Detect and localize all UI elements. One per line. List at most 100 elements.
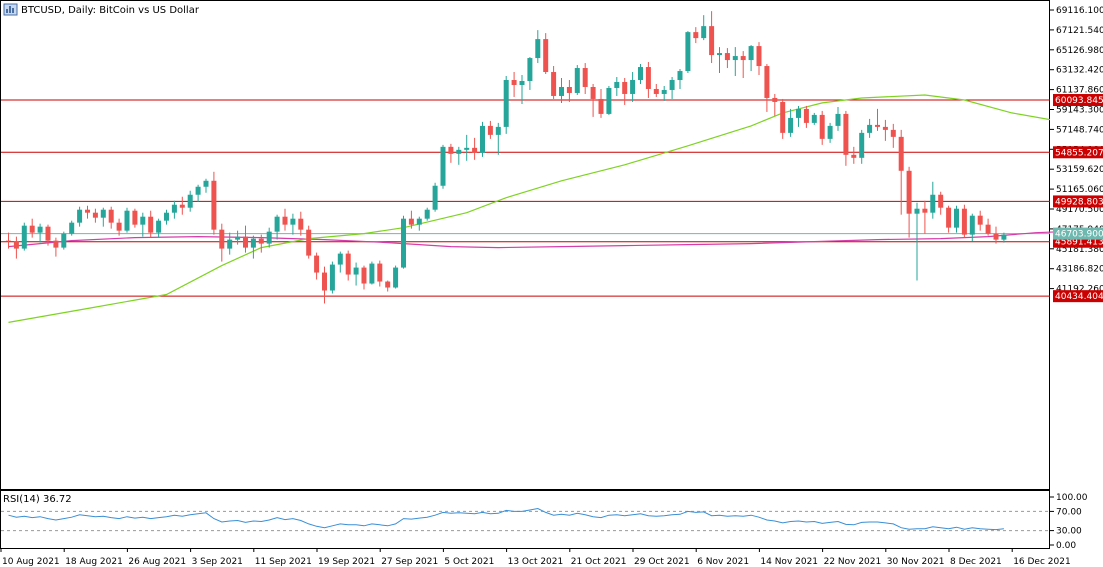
candle-bearish bbox=[590, 83, 596, 117]
candle-bullish bbox=[867, 118, 873, 138]
rsi-label: RSI(14) 36.72 bbox=[3, 494, 72, 505]
rsi-panel[interactable]: 100.00 70.00 30.00 0.00 RSI(14) 36.72 bbox=[0, 490, 1088, 552]
price-tick-label: 67121.540 bbox=[1056, 26, 1103, 36]
candle-body bbox=[985, 224, 991, 234]
candle-bullish bbox=[140, 212, 146, 237]
candle-bearish bbox=[85, 205, 90, 219]
candle-bullish bbox=[638, 64, 643, 84]
candle-bullish bbox=[100, 207, 106, 227]
candle-body bbox=[385, 281, 391, 288]
candle-body bbox=[416, 218, 422, 225]
candle-body bbox=[45, 226, 51, 241]
candle-bearish bbox=[851, 146, 857, 164]
candle-body bbox=[638, 67, 643, 81]
chart-title-text: BTCUSD, Daily: BitCoin vs US Dollar bbox=[21, 5, 200, 16]
candle-bearish bbox=[882, 119, 888, 141]
level-label-text: 60093.845 bbox=[1055, 96, 1103, 106]
rsi-series bbox=[8, 507, 1004, 531]
candle-bullish bbox=[250, 235, 256, 259]
candle-bullish bbox=[424, 207, 430, 221]
candle-body bbox=[796, 108, 801, 118]
candle-body bbox=[930, 194, 936, 213]
candle-body bbox=[61, 233, 67, 248]
candle-body bbox=[306, 229, 312, 256]
candle-body bbox=[164, 212, 169, 221]
price-tick-label: 49170.500 bbox=[1056, 205, 1103, 215]
candle-body bbox=[140, 216, 146, 225]
candle-bullish bbox=[61, 231, 67, 250]
candle-body bbox=[740, 56, 746, 61]
candle-bearish bbox=[985, 218, 991, 236]
candle-bearish bbox=[740, 51, 746, 79]
candle-bearish bbox=[946, 205, 952, 233]
candle-bullish bbox=[859, 129, 865, 164]
candle-body bbox=[179, 204, 185, 208]
candle-bearish bbox=[53, 237, 59, 257]
main-chart-frame bbox=[0, 0, 1050, 490]
time-tick-label: 26 Aug 2021 bbox=[128, 557, 186, 567]
candle-body bbox=[914, 208, 920, 214]
candle-bearish bbox=[977, 210, 983, 231]
candle-bearish bbox=[993, 226, 999, 244]
candle-body bbox=[377, 263, 383, 282]
candle-body bbox=[290, 218, 296, 225]
candle-body bbox=[6, 240, 11, 242]
price-tick-label: 61137.860 bbox=[1056, 86, 1103, 96]
candle-body bbox=[614, 81, 620, 88]
rsi-tick-label: 70.00 bbox=[1056, 507, 1082, 517]
candle-bearish bbox=[487, 120, 493, 139]
candle-bullish bbox=[274, 214, 280, 240]
candle-body bbox=[906, 170, 912, 214]
candle-bullish bbox=[827, 122, 833, 143]
candle-body bbox=[132, 210, 138, 225]
candle-body bbox=[472, 147, 478, 153]
candle-bearish bbox=[511, 72, 517, 97]
candle-bullish bbox=[914, 202, 920, 281]
candle-bullish bbox=[266, 227, 272, 248]
candle-bullish bbox=[559, 78, 564, 103]
candle-bearish bbox=[377, 260, 383, 287]
candle-bearish bbox=[29, 218, 35, 238]
candle-bearish bbox=[756, 42, 762, 76]
candle-body bbox=[227, 239, 233, 249]
candle-bullish bbox=[37, 223, 43, 243]
candle-bullish bbox=[456, 146, 462, 165]
candle-body bbox=[85, 209, 90, 213]
candle-body bbox=[677, 71, 683, 81]
candle-bearish bbox=[780, 98, 786, 139]
candle-bearish bbox=[890, 123, 896, 148]
candle-bearish bbox=[875, 108, 880, 131]
candle-body bbox=[669, 80, 675, 90]
candle-body bbox=[211, 180, 217, 230]
candle-bullish bbox=[954, 205, 959, 233]
candle-body bbox=[337, 253, 343, 265]
candle-bearish bbox=[645, 62, 651, 98]
candle-body bbox=[566, 86, 572, 93]
price-tick-label: 53159.620 bbox=[1056, 165, 1103, 175]
candle-bearish bbox=[92, 208, 98, 223]
level-label-box bbox=[1053, 94, 1103, 107]
main-chart-panel[interactable]: 69116.100 67121.540 65126.980 63132.420 6113… bbox=[0, 0, 1103, 490]
candle-bullish bbox=[614, 77, 620, 96]
candle-bearish bbox=[938, 191, 944, 215]
candle-body bbox=[329, 264, 335, 291]
candle-bearish bbox=[898, 129, 904, 215]
candle-body bbox=[898, 136, 904, 171]
candle-body bbox=[124, 210, 130, 231]
candle-body bbox=[859, 132, 865, 158]
candle-body bbox=[503, 80, 509, 127]
price-tick-label: 43186.820 bbox=[1056, 265, 1103, 275]
candle-body bbox=[969, 215, 975, 235]
candle-bullish bbox=[606, 85, 612, 115]
candle-body bbox=[487, 125, 493, 135]
time-tick-label: 11 Sep 2021 bbox=[255, 557, 312, 567]
candle-body bbox=[811, 114, 817, 123]
level-label-text: 40434.404 bbox=[1055, 292, 1103, 302]
candle-bearish bbox=[772, 93, 778, 116]
candle-bullish bbox=[574, 65, 580, 95]
candle-body bbox=[116, 222, 122, 231]
candle-body bbox=[819, 114, 825, 139]
candle-bullish bbox=[290, 213, 296, 235]
candle-bearish bbox=[906, 166, 912, 238]
